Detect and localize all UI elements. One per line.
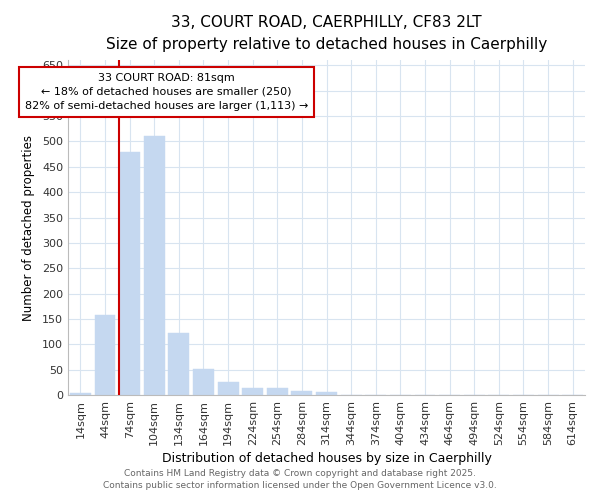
Bar [95, 315, 115, 395]
Bar [119, 152, 140, 395]
Bar [144, 136, 165, 395]
Bar [316, 392, 337, 395]
Bar [218, 382, 239, 395]
Title: 33, COURT ROAD, CAERPHILLY, CF83 2LT
Size of property relative to detached house: 33, COURT ROAD, CAERPHILLY, CF83 2LT Siz… [106, 15, 547, 52]
X-axis label: Distribution of detached houses by size in Caerphilly: Distribution of detached houses by size … [161, 452, 491, 465]
Bar [242, 388, 263, 395]
Bar [70, 392, 91, 395]
Bar [267, 388, 288, 395]
Text: 33 COURT ROAD: 81sqm
← 18% of detached houses are smaller (250)
82% of semi-deta: 33 COURT ROAD: 81sqm ← 18% of detached h… [25, 73, 308, 111]
Bar [292, 391, 313, 395]
Y-axis label: Number of detached properties: Number of detached properties [22, 134, 35, 320]
Bar [169, 333, 190, 395]
Bar [193, 369, 214, 395]
Text: Contains HM Land Registry data © Crown copyright and database right 2025.
Contai: Contains HM Land Registry data © Crown c… [103, 468, 497, 490]
